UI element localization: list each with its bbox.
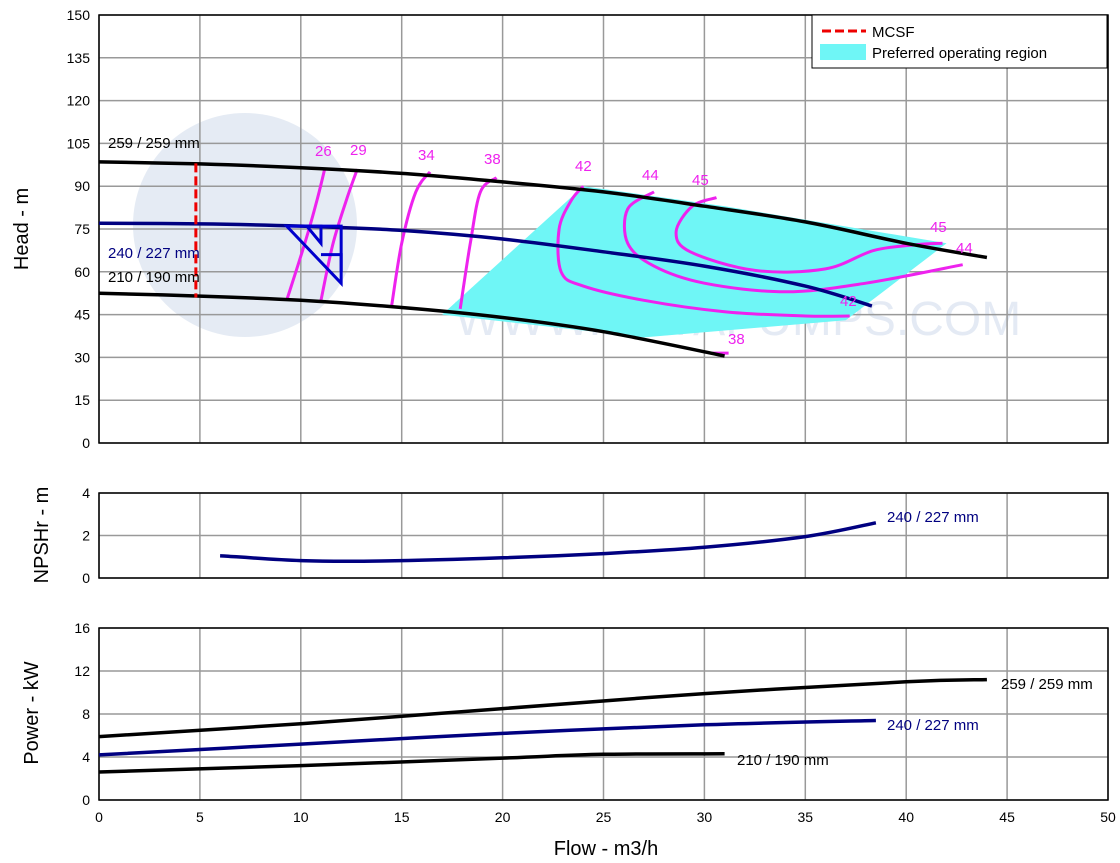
eff-label: 38 [484,151,501,168]
panel-frame [98,627,1109,801]
npshr-curve [219,521,877,564]
duty-point-triangle [303,224,323,248]
eff-label: 44 [642,167,659,184]
y-tick-label: 0 [82,570,90,586]
y-tick-label: 150 [67,7,91,23]
x-tick-label: 45 [999,809,1015,825]
efficiency-labels: 26 29 34 38 42 44 45 45 44 42 38 [315,142,973,348]
y-tick-label: 4 [82,485,90,501]
head-label-240: 240 / 227 mm [108,245,200,262]
eff-label: 42 [575,158,592,175]
y-tick-label: 4 [82,749,90,765]
eff-label: 45 [692,172,709,189]
y-tick-label: 60 [74,264,90,280]
head-curve [98,221,873,308]
head-curve [98,291,725,358]
x-tick-label: 50 [1100,809,1116,825]
x-tick-label: 5 [196,809,204,825]
legend-mcsf-label: MCSF [872,24,915,41]
legend-box [811,14,1108,69]
eff-label: 38 [728,331,745,348]
y-tick-label: 12 [74,663,90,679]
power-label-240: 240 / 227 mm [887,717,979,734]
preferred-region-legend-swatch [820,44,866,60]
duty-point-marker [320,253,343,272]
flow-axis-title: Flow - m3/h [554,838,658,860]
y-tick-label: 15 [74,392,90,408]
npshr-label-240: 240 / 227 mm [887,509,979,526]
head-label-259: 259 / 259 mm [108,135,200,152]
x-tick-label: 40 [898,809,914,825]
y-tick-label: 16 [74,620,90,636]
eff-label: 34 [418,147,435,164]
head-curve [98,160,988,260]
head-axis-title: Head - m [11,188,33,270]
y-tick-label: 0 [82,435,90,451]
eff-label: 45 [930,219,947,236]
eff-label: 26 [315,143,332,160]
y-tick-label: 90 [74,178,90,194]
efficiency-contour-29 [319,168,359,301]
power-label-210: 210 / 190 mm [737,752,829,769]
eff-label: 42 [840,293,857,310]
curves [98,160,988,774]
power-curve [98,677,987,739]
x-tick-label: 25 [596,809,612,825]
legend: MCSF Preferred operating region [811,14,1108,69]
efficiency-contour-26 [285,167,327,301]
x-tick-label: 10 [293,809,309,825]
x-tick-label: 15 [394,809,410,825]
y-tick-label: 30 [74,349,90,365]
y-tick-label: 120 [67,93,91,109]
x-tick-label: 30 [697,809,713,825]
y-tick-label: 2 [82,528,90,544]
y-tick-label: 135 [67,50,91,66]
efficiency-contour-34 [390,170,432,307]
npshr-axis-title: NPSHr - m [31,487,53,584]
x-tick-label: 20 [495,809,511,825]
y-tick-label: 105 [67,135,91,151]
x-tick-label: 0 [95,809,103,825]
y-tick-label: 0 [82,792,90,808]
legend-por-label: Preferred operating region [872,45,1047,62]
power-curve [98,718,876,757]
efficiency-contour-45 [674,196,943,274]
eff-label: 44 [956,240,973,257]
power-curve [98,752,725,774]
efficiency-contour-42 [556,185,850,318]
y-tick-label: 45 [74,307,90,323]
power-axis-title: Power - kW [21,661,43,764]
y-tick-label: 8 [82,706,90,722]
y-tick-label: 75 [74,221,90,237]
x-tick-label: 35 [798,809,814,825]
panel-frame [98,492,1109,579]
panel-frame [98,14,1109,444]
eff-label: 29 [350,142,367,159]
head-label-210: 210 / 190 mm [108,269,200,286]
power-label-259: 259 / 259 mm [1001,676,1093,693]
efficiency-contour-44 [622,190,963,294]
